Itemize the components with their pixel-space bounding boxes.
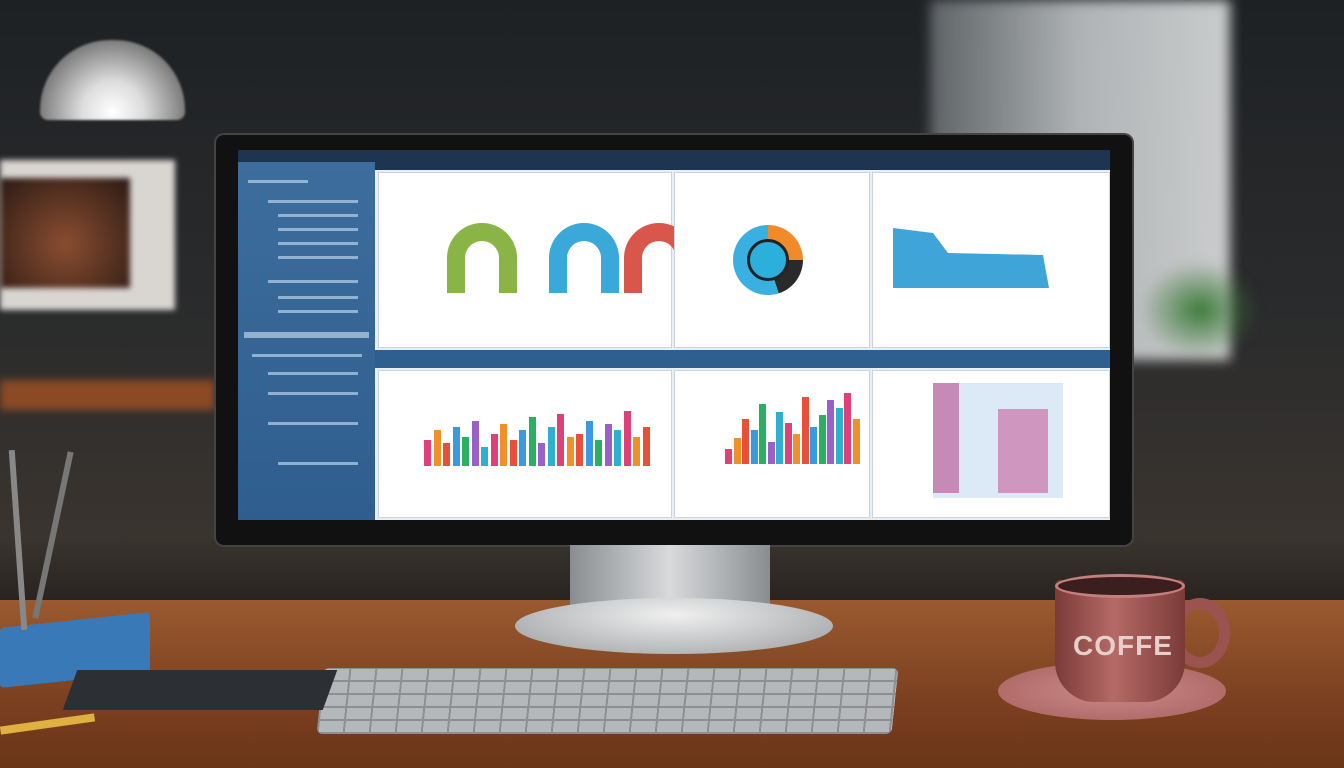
- chart-bar: [433, 430, 441, 466]
- chart-bar: [462, 436, 469, 466]
- chart-bar: [566, 436, 574, 466]
- chart-bar: [528, 417, 536, 466]
- area-chart-panel: [872, 172, 1110, 348]
- bar-chart-left: [424, 401, 654, 466]
- chart-bar: [750, 430, 758, 464]
- chart-bar: [557, 414, 564, 466]
- chart-bar: [767, 441, 775, 464]
- gauge-panel: [378, 172, 694, 348]
- dashboard-sidebar: [238, 162, 375, 520]
- keyboard: [316, 668, 899, 734]
- range-bar: [933, 383, 959, 493]
- chart-bar: [852, 419, 860, 464]
- section-header-bar: [375, 350, 1110, 368]
- chart-bar: [490, 433, 498, 466]
- chart-bar: [759, 404, 766, 464]
- chart-bar: [725, 449, 732, 464]
- range-bar: [998, 409, 1048, 493]
- bar-chart-panel-2: [674, 370, 870, 518]
- mug-rim: [1055, 574, 1185, 598]
- screen-top-bar: [238, 150, 1110, 170]
- chart-bar: [784, 422, 792, 464]
- monitor-screen: [238, 150, 1110, 520]
- chart-bar: [623, 410, 631, 466]
- chart-bar: [818, 415, 826, 464]
- pendant-lamp: [40, 40, 185, 120]
- chart-bar: [733, 437, 741, 464]
- donut-panel: [674, 172, 870, 348]
- chart-bar: [827, 400, 834, 464]
- wall-picture-image: [0, 178, 130, 288]
- chart-bar: [595, 440, 602, 466]
- chart-bar: [793, 434, 800, 464]
- chart-bar: [500, 423, 507, 466]
- tablet: [62, 670, 338, 710]
- chart-bar: [801, 396, 809, 464]
- bar-chart-panel: [378, 370, 672, 518]
- chart-bar: [633, 436, 640, 466]
- background-shelf: [0, 380, 215, 410]
- coffee-mug: [1055, 580, 1185, 702]
- gauge-blue: [549, 223, 619, 293]
- pen: [32, 451, 74, 619]
- chart-bar: [614, 430, 621, 466]
- donut-chart: [733, 225, 803, 295]
- chart-bar: [443, 443, 450, 466]
- monitor-base: [515, 598, 833, 654]
- chart-bar: [471, 420, 479, 466]
- chart-bar: [844, 392, 851, 464]
- gauge-green: [447, 223, 517, 293]
- chart-bar: [452, 427, 460, 466]
- chart-bar: [576, 433, 583, 466]
- chart-bar: [604, 423, 612, 466]
- chart-bar: [424, 440, 431, 466]
- area-chart: [893, 228, 1049, 288]
- mug-label: COFFE: [1073, 630, 1173, 661]
- chart-bar: [519, 430, 526, 466]
- chart-bar: [776, 411, 783, 464]
- chart-bar: [835, 407, 843, 464]
- bar-chart-mid: [725, 389, 865, 464]
- chart-bar: [742, 419, 749, 464]
- plant: [1140, 260, 1260, 360]
- chart-bar: [547, 427, 555, 466]
- chart-bar: [481, 446, 488, 466]
- chart-bar: [509, 440, 517, 466]
- chart-bar: [585, 420, 593, 466]
- chart-bar: [642, 427, 650, 466]
- chart-bar: [538, 443, 545, 466]
- chart-bar: [810, 426, 817, 464]
- range-chart-panel: [872, 370, 1110, 518]
